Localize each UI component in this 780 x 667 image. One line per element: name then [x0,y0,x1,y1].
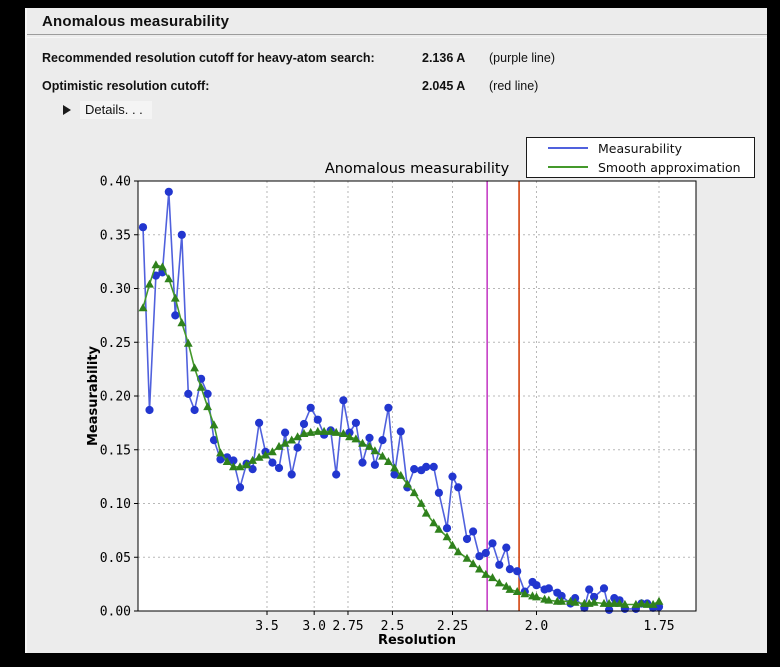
y-axis-label: Measurability [86,345,101,446]
svg-text:0.00: 0.00 [100,605,131,620]
svg-text:2.0: 2.0 [525,619,548,634]
legend-line-swatch-measurability [548,147,588,149]
svg-text:3.0: 3.0 [302,619,325,634]
page-title: Anomalous measurability [42,13,230,30]
svg-text:0.05: 0.05 [100,551,131,566]
recommended-cutoff-value: 2.136 A [422,51,466,65]
recommended-cutoff-note: (purple line) [489,51,556,65]
smooth-approximation-series [138,260,664,608]
summary-row-recommended: Recommended resolution cutoff for heavy-… [42,51,742,67]
anomalous-measurability-chart: 3.5 3.0 2.75 2.5 2.25 2.0 1.75 0.00 0.05 0.10 0.15… [62,130,762,655]
chart-title: Anomalous measurability [325,161,510,177]
summary-row-optimistic: Optimistic resolution cutoff: 2.045 A (r… [42,79,742,95]
app-window: Anomalous measurability Recommended reso… [25,8,767,653]
svg-text:0.20: 0.20 [100,390,131,405]
x-axis: 3.5 3.0 2.75 2.5 2.25 2.0 1.75 [255,611,675,634]
svg-text:0.30: 0.30 [100,282,131,297]
y-axis: 0.00 0.05 0.10 0.15 0.20 0.25 0.30 0.35 0.40 [100,175,138,620]
gridlines [138,181,696,611]
legend-label-smooth: Smooth approximation [598,159,741,175]
recommended-cutoff-label: Recommended resolution cutoff for heavy-… [42,51,375,65]
details-disclosure-row[interactable]: Details. . . [63,100,152,120]
svg-text:0.25: 0.25 [100,336,131,351]
svg-text:0.10: 0.10 [100,497,131,512]
disclosure-triangle-icon[interactable] [63,105,71,115]
legend-item-smooth-approximation: Smooth approximation [527,159,754,175]
optimistic-cutoff-label: Optimistic resolution cutoff: [42,79,210,93]
x-axis-label: Resolution [378,633,456,648]
svg-text:0.35: 0.35 [100,228,131,243]
svg-text:0.15: 0.15 [100,443,131,458]
svg-text:2.5: 2.5 [381,619,404,634]
svg-text:2.75: 2.75 [332,619,363,634]
details-label[interactable]: Details. . . [80,101,152,119]
legend-label-measurability: Measurability [598,140,683,156]
svg-text:0.40: 0.40 [100,175,131,190]
optimistic-cutoff-note: (red line) [489,79,539,93]
optimistic-cutoff-value: 2.045 A [422,79,466,93]
legend-item-measurability: Measurability [527,140,754,156]
svg-text:2.25: 2.25 [437,619,468,634]
chart-canvas: 3.5 3.0 2.75 2.5 2.25 2.0 1.75 0.00 0.05 0.10 0.15… [86,161,697,648]
plot-background [138,181,696,611]
svg-text:3.5: 3.5 [255,619,278,634]
header-separator [27,34,767,38]
svg-text:1.75: 1.75 [643,619,674,634]
chart-legend: Measurability Smooth approximation [526,137,755,178]
legend-line-swatch-smooth [548,166,588,168]
